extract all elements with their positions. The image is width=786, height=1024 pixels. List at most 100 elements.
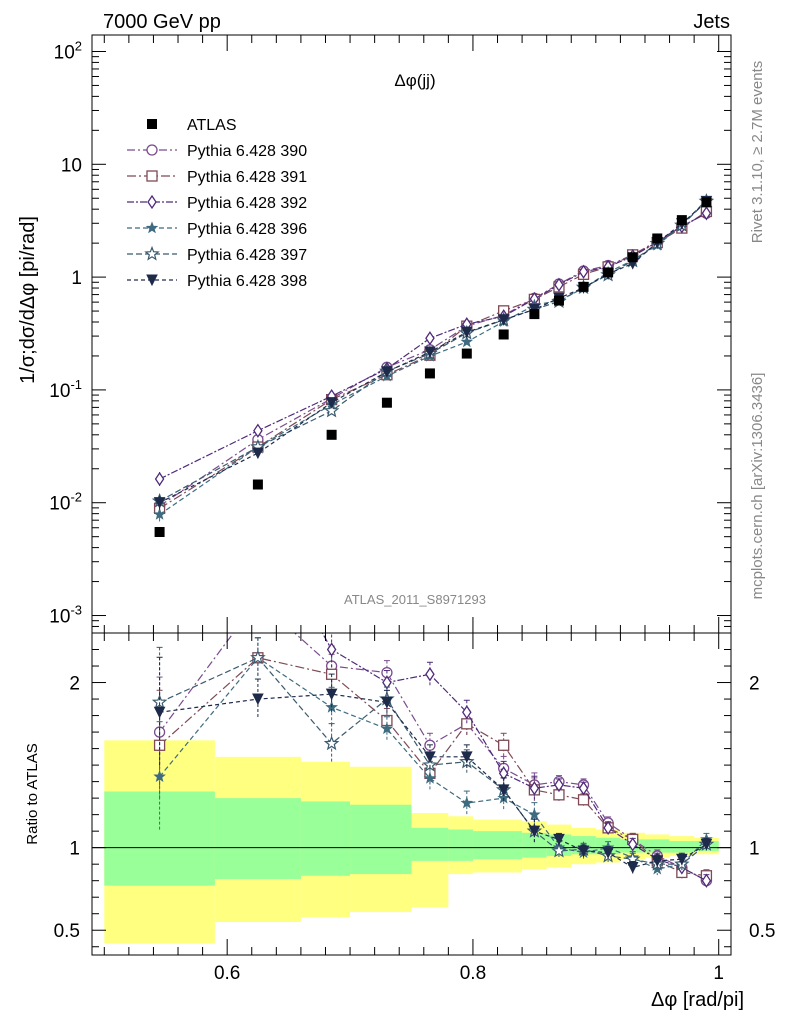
legend-marker <box>146 170 158 182</box>
y-tick-label: 10-3 <box>49 603 82 628</box>
ratio-tick-label-right: 0.5 <box>749 921 775 942</box>
ratio-point <box>577 794 590 806</box>
ratio-point <box>529 781 540 796</box>
ratio-point <box>153 770 166 783</box>
ratio-point <box>326 642 337 657</box>
legend-entry-4: Pythia 6.428 396 <box>127 221 307 238</box>
y-tick-label: 10-1 <box>49 377 82 402</box>
series-line-0 <box>159 212 707 507</box>
atlas-point <box>529 309 540 320</box>
band-inner-5 <box>448 829 473 861</box>
atlas-point <box>553 295 564 306</box>
legend-entry-3: Pythia 6.428 392 <box>127 194 307 212</box>
x-axis-label: Δφ [rad/pi] <box>651 989 744 1011</box>
series-point <box>381 366 393 378</box>
ratio-point <box>462 705 472 720</box>
ratio-tick-label-left: 2 <box>69 674 80 695</box>
series-point <box>253 423 263 438</box>
legend-label: Pythia 6.428 392 <box>187 195 307 212</box>
ratio-point <box>423 771 437 784</box>
atlas-point <box>326 429 337 440</box>
ratio-point <box>380 722 394 735</box>
ratio-point <box>626 861 639 874</box>
legend-label: Pythia 6.428 391 <box>187 169 307 186</box>
analysis-label: ATLAS_2011_S8971293 <box>344 592 486 607</box>
ratio-point <box>602 847 614 859</box>
ratio-point <box>603 820 613 836</box>
ratio-tick-label-right: 1 <box>749 839 760 860</box>
ratio-point <box>252 693 264 706</box>
ratio-point <box>381 696 393 709</box>
ratio-point <box>323 735 340 751</box>
series-line-3 <box>159 199 707 515</box>
ratio-point <box>250 649 266 665</box>
series-point <box>460 326 473 339</box>
ratio-tick-label-left: 0.5 <box>54 921 80 942</box>
main-panel: 10-3 10-2 10-1 1 10 102 Δφ(jj) ATLAS_2011_S89… <box>49 34 732 634</box>
legend: ATLAS Pythia 6.428 390 Pythia 6.428 391 Pyt… <box>127 117 307 290</box>
ratio-point <box>153 706 166 719</box>
series-point <box>153 507 166 520</box>
y-axis-label: 1/σ;dσ/dΔφ [pi/rad] <box>17 216 39 384</box>
y-tick-label: 10-2 <box>49 490 82 515</box>
band-inner-6 <box>472 831 523 860</box>
ratio-point <box>497 784 510 796</box>
ratio-point <box>498 739 510 751</box>
legend-marker <box>146 274 158 287</box>
series-point <box>153 497 166 509</box>
atlas-point <box>461 348 472 359</box>
ratio-point <box>651 855 664 867</box>
ratio-point <box>425 667 435 682</box>
legend-marker <box>147 119 157 129</box>
legend-marker <box>144 245 160 261</box>
band-inner-3 <box>350 804 412 875</box>
ratio-point <box>254 511 262 523</box>
ratio-point <box>424 751 436 763</box>
atlas-data <box>154 197 712 538</box>
series-point <box>325 397 338 409</box>
legend-entry-1: Pythia 6.428 390 <box>127 143 307 160</box>
atlas-point <box>652 233 663 244</box>
legend-label: ATLAS <box>187 117 237 134</box>
y-tick-label: 1 <box>71 268 82 289</box>
band-inner-1 <box>214 798 301 880</box>
ratio-point <box>325 688 338 701</box>
ratio-point <box>701 873 712 888</box>
atlas-point <box>424 368 435 379</box>
legend-label: Pythia 6.428 396 <box>187 221 307 238</box>
x-tick-label: 0.6 <box>214 963 240 984</box>
series-point <box>701 206 712 221</box>
band-inner-13 <box>669 841 695 853</box>
ratio-point <box>460 751 473 763</box>
rivet-label: Rivet 3.1.10, ≥ 2.7M events <box>749 61 766 244</box>
y-tick-label: 10 <box>61 155 82 176</box>
ratio-point <box>676 853 688 866</box>
ratio-point <box>554 777 564 793</box>
band-inner-0 <box>104 791 215 886</box>
series-point <box>154 471 165 487</box>
series-point <box>252 447 264 460</box>
series-point <box>323 402 340 418</box>
ratio-point <box>253 595 263 605</box>
x-tick-label: 1 <box>713 963 724 984</box>
series-point <box>554 277 564 292</box>
atlas-point <box>603 267 614 278</box>
legend-label: Pythia 6.428 397 <box>187 247 307 264</box>
ratio-point <box>422 756 438 772</box>
atlas-point <box>676 215 687 226</box>
header-left: 7000 GeV pp <box>103 11 221 33</box>
legend-entry-2: Pythia 6.428 391 <box>127 169 307 186</box>
ratio-point <box>627 837 638 852</box>
ratio-point <box>578 781 589 796</box>
legend-marker <box>147 194 157 210</box>
ratio-point <box>528 807 541 821</box>
legend-entry-5: Pythia 6.428 397 <box>127 245 307 264</box>
atlas-point <box>381 397 392 408</box>
ratio-point <box>551 842 567 858</box>
ratio-point <box>700 838 713 851</box>
chart-title: Δφ(jj) <box>394 71 435 90</box>
ratio-point <box>460 796 474 809</box>
atlas-point <box>578 281 589 292</box>
legend-marker <box>146 144 158 156</box>
